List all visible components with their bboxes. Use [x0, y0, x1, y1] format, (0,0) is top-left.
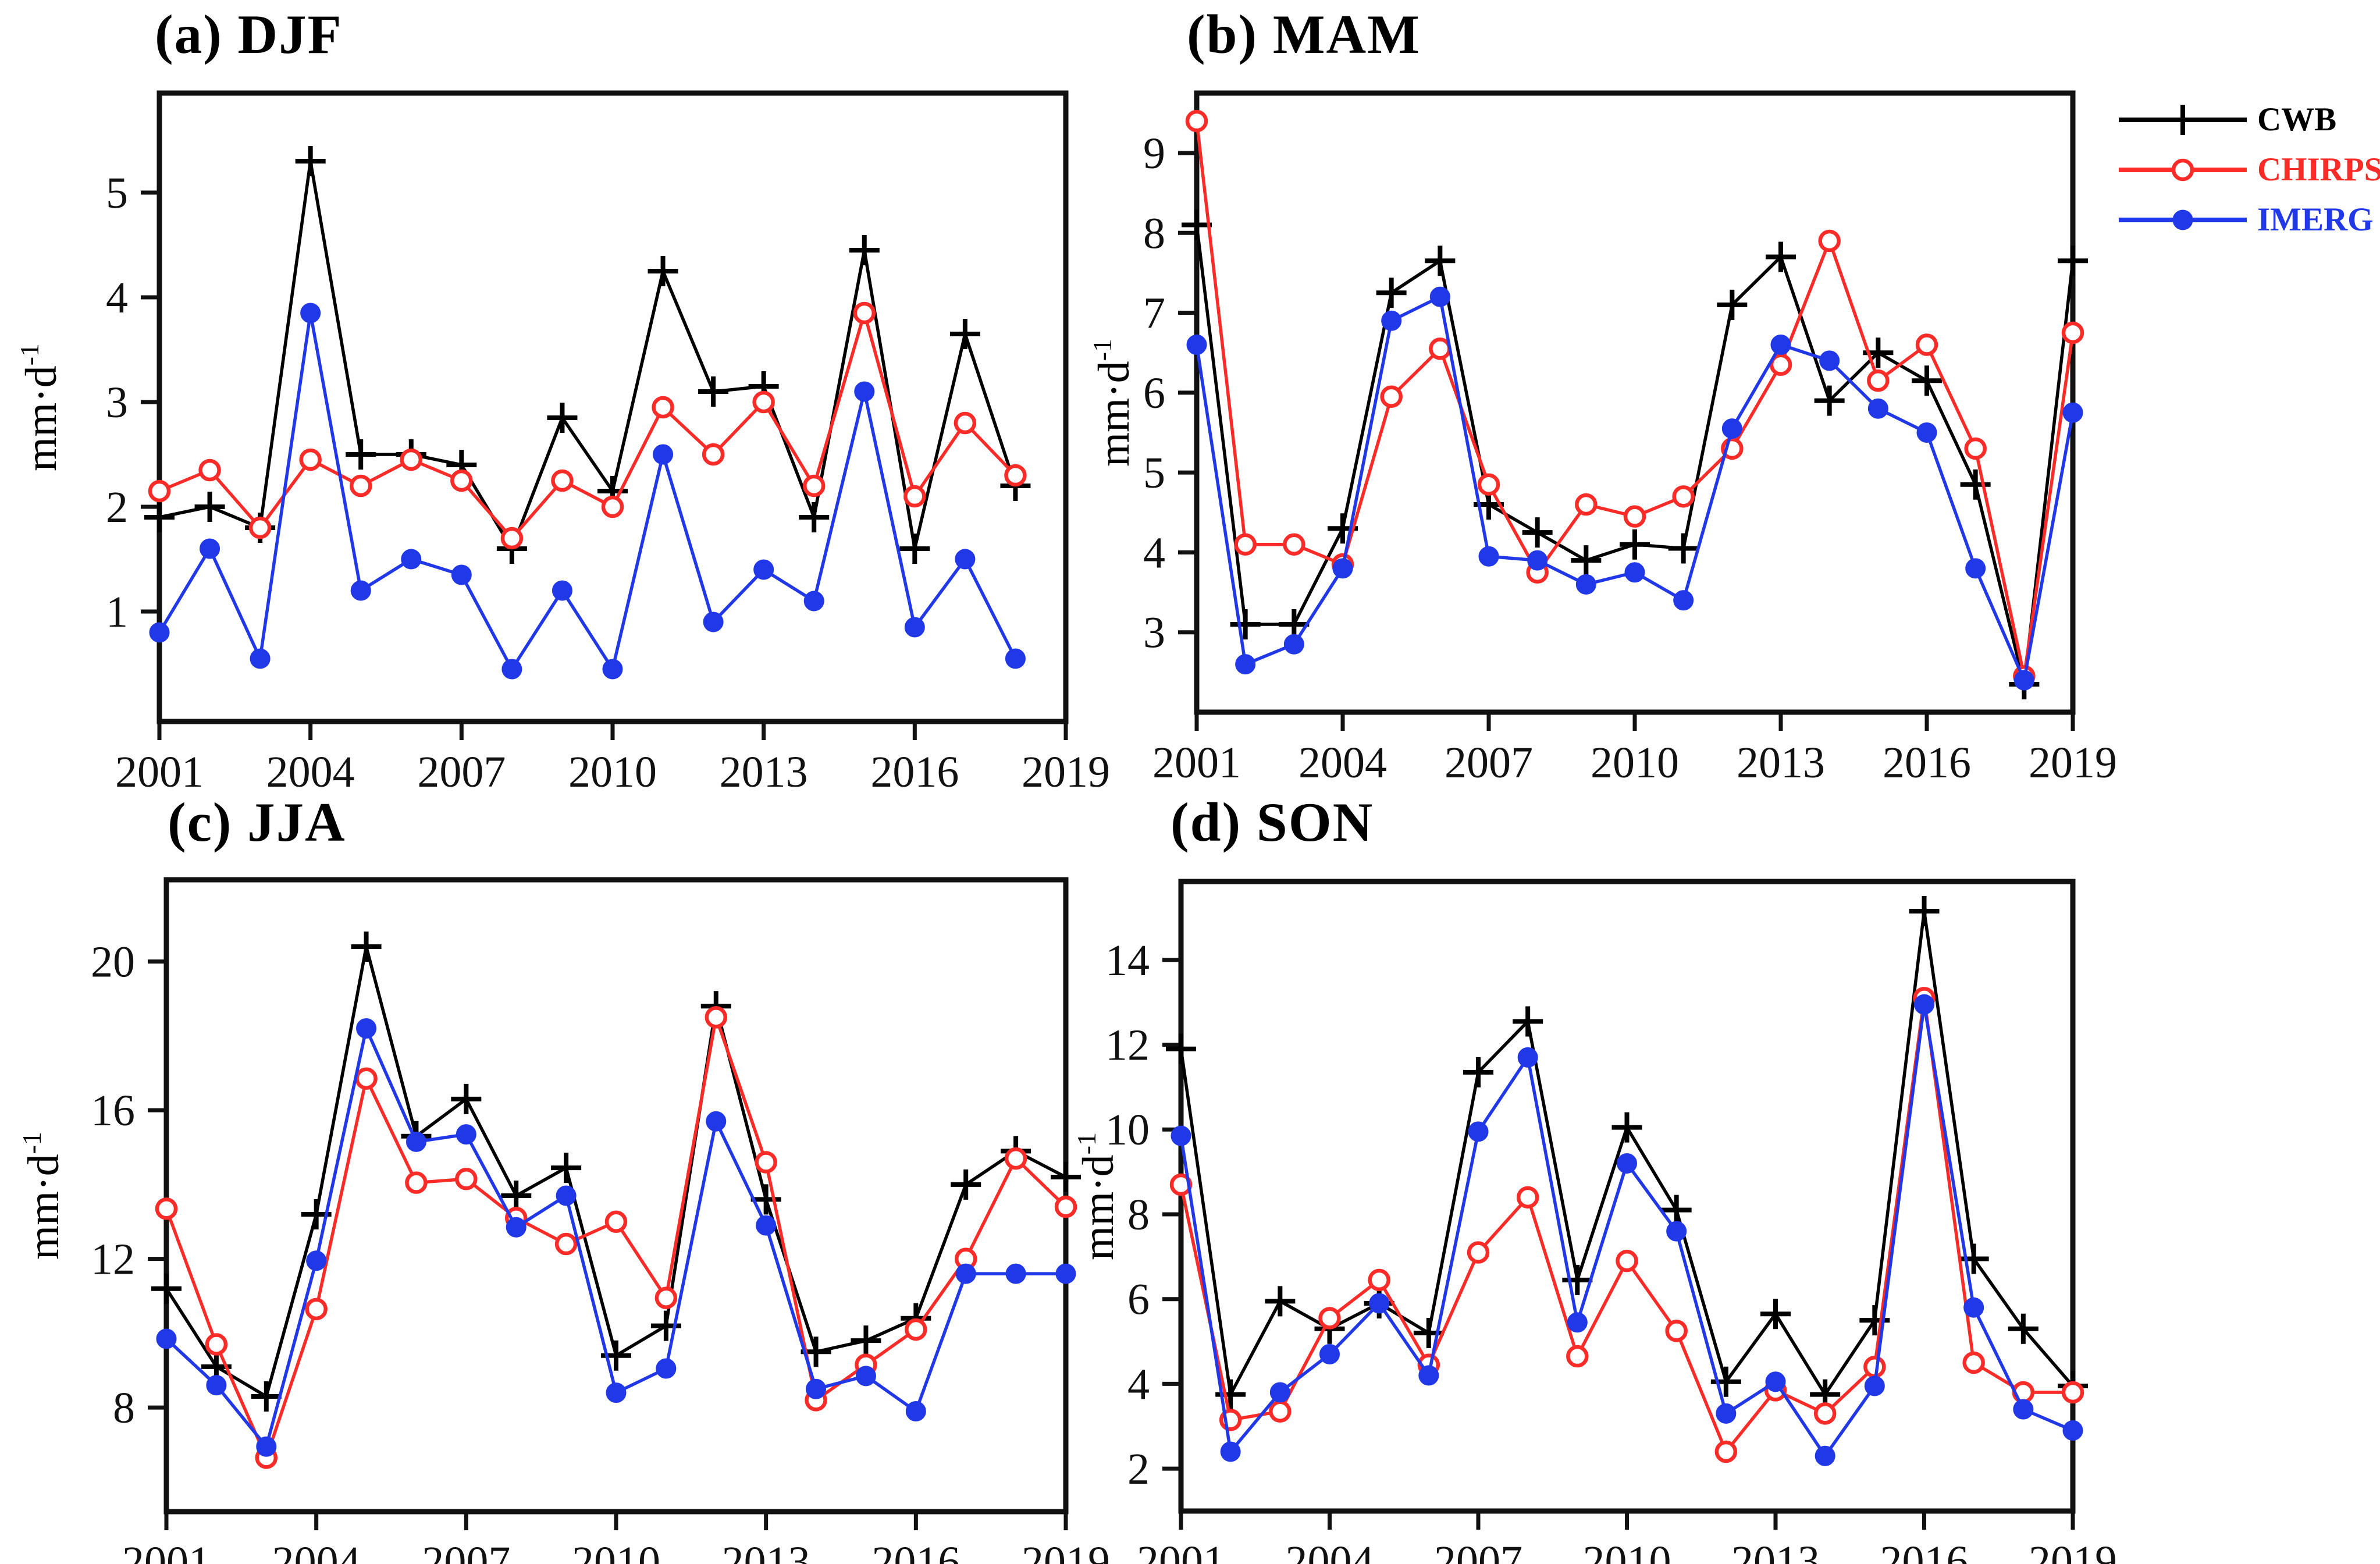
svg-text:2013: 2013 — [1731, 1537, 1820, 1564]
y-axis-unit: mm·d — [19, 1154, 68, 1260]
svg-text:2007: 2007 — [422, 1538, 510, 1564]
y-axis-unit: mm·d — [17, 365, 66, 471]
svg-text:7: 7 — [1143, 289, 1165, 338]
cwb-line-marker-icon — [2119, 105, 2247, 135]
svg-text:4: 4 — [106, 273, 128, 322]
svg-text:2004: 2004 — [272, 1538, 361, 1564]
svg-text:2: 2 — [106, 483, 128, 532]
y-axis-label-jja: mm·d-1 — [17, 880, 68, 1512]
svg-text:2007: 2007 — [1434, 1537, 1522, 1564]
svg-text:2001: 2001 — [1152, 738, 1241, 787]
svg-text:2019: 2019 — [2029, 738, 2117, 787]
legend: CWB CHIRPS IMERG — [2116, 96, 2380, 243]
svg-text:2007: 2007 — [417, 748, 506, 797]
svg-text:2016: 2016 — [1880, 1537, 1969, 1564]
panel-title-djf: (a) DJF — [155, 3, 343, 65]
svg-text:8: 8 — [1127, 1190, 1150, 1239]
imerg-line-marker-icon — [2119, 209, 2247, 230]
svg-text:2001: 2001 — [1137, 1537, 1225, 1564]
y-axis-label-djf: mm·d-1 — [15, 93, 66, 721]
svg-text:2010: 2010 — [1591, 738, 1679, 787]
svg-text:2016: 2016 — [1883, 738, 1971, 787]
svg-text:2013: 2013 — [722, 1538, 810, 1564]
panel-title-jja: (c) JJA — [168, 791, 346, 853]
svg-text:2010: 2010 — [572, 1538, 660, 1564]
svg-text:2016: 2016 — [870, 748, 959, 797]
svg-text:9: 9 — [1143, 129, 1165, 178]
svg-text:8: 8 — [113, 1384, 135, 1433]
svg-text:12: 12 — [91, 1235, 135, 1284]
svg-text:2001: 2001 — [122, 1538, 211, 1564]
y-axis-unit-exponent: -1 — [1087, 339, 1117, 361]
svg-text:1: 1 — [106, 588, 128, 637]
svg-text:4: 4 — [1127, 1360, 1150, 1409]
panel-title-son: (d) SON — [1171, 791, 1374, 853]
chirps-line-marker-icon — [2119, 158, 2247, 182]
svg-text:2010: 2010 — [568, 748, 657, 797]
svg-text:10: 10 — [1105, 1106, 1150, 1154]
svg-text:5: 5 — [106, 169, 128, 218]
svg-text:2: 2 — [1127, 1445, 1150, 1494]
panel-jja: 2001 2004 2007 2010 2013 2016 2019 8 12 16 20 — [91, 877, 1110, 1564]
svg-text:2004: 2004 — [1286, 1537, 1374, 1564]
svg-text:2013: 2013 — [720, 748, 808, 797]
svg-text:5: 5 — [1143, 449, 1165, 497]
legend-item-imerg: IMERG — [2116, 196, 2380, 243]
svg-text:3: 3 — [106, 378, 128, 427]
y-axis-unit-exponent: -1 — [17, 1132, 47, 1154]
svg-text:2019: 2019 — [2029, 1537, 2117, 1564]
svg-text:2001: 2001 — [115, 748, 204, 797]
y-axis-unit-exponent: -1 — [1072, 1132, 1101, 1155]
svg-text:2004: 2004 — [1298, 738, 1387, 787]
legend-label-imerg: IMERG — [2257, 201, 2374, 238]
panel-son: 2001 2004 2007 2010 2013 2016 2019 2 4 6 8 10 12 14 — [1105, 879, 2117, 1564]
svg-text:2013: 2013 — [1737, 738, 1825, 787]
svg-text:20: 20 — [91, 938, 135, 987]
y-axis-unit: mm·d — [1090, 361, 1139, 467]
svg-text:14: 14 — [1105, 936, 1150, 985]
svg-text:2019: 2019 — [1022, 748, 1110, 797]
legend-item-cwb: CWB — [2116, 96, 2380, 143]
svg-text:2016: 2016 — [871, 1538, 960, 1564]
legend-label-cwb: CWB — [2257, 101, 2337, 138]
legend-label-chirps: CHIRPS — [2257, 151, 2380, 188]
svg-text:2010: 2010 — [1583, 1537, 1671, 1564]
y-axis-label-son: mm·d-1 — [1072, 881, 1123, 1511]
svg-text:16: 16 — [91, 1086, 135, 1135]
svg-text:4: 4 — [1143, 528, 1165, 577]
legend-item-chirps: CHIRPS — [2116, 146, 2380, 193]
panel-title-mam: (b) MAM — [1187, 3, 1421, 65]
svg-text:2004: 2004 — [266, 748, 355, 797]
svg-text:12: 12 — [1105, 1021, 1150, 1070]
svg-text:6: 6 — [1127, 1275, 1150, 1324]
svg-text:2019: 2019 — [1022, 1538, 1110, 1564]
svg-text:6: 6 — [1143, 369, 1165, 418]
svg-text:3: 3 — [1143, 609, 1165, 657]
y-axis-unit: mm·d — [1074, 1154, 1123, 1260]
svg-text:8: 8 — [1143, 209, 1165, 258]
y-axis-unit-exponent: -1 — [15, 343, 44, 366]
svg-text:2007: 2007 — [1445, 738, 1533, 787]
panel-djf: 2001 2004 2007 2010 2013 2016 2019 1 2 3 4 5 — [106, 90, 1110, 797]
panel-mam: 2001 2004 2007 2010 2013 2016 2019 3 4 5 6 7 8 9 — [1143, 90, 2117, 787]
y-axis-label-mam: mm·d-1 — [1087, 93, 1139, 712]
